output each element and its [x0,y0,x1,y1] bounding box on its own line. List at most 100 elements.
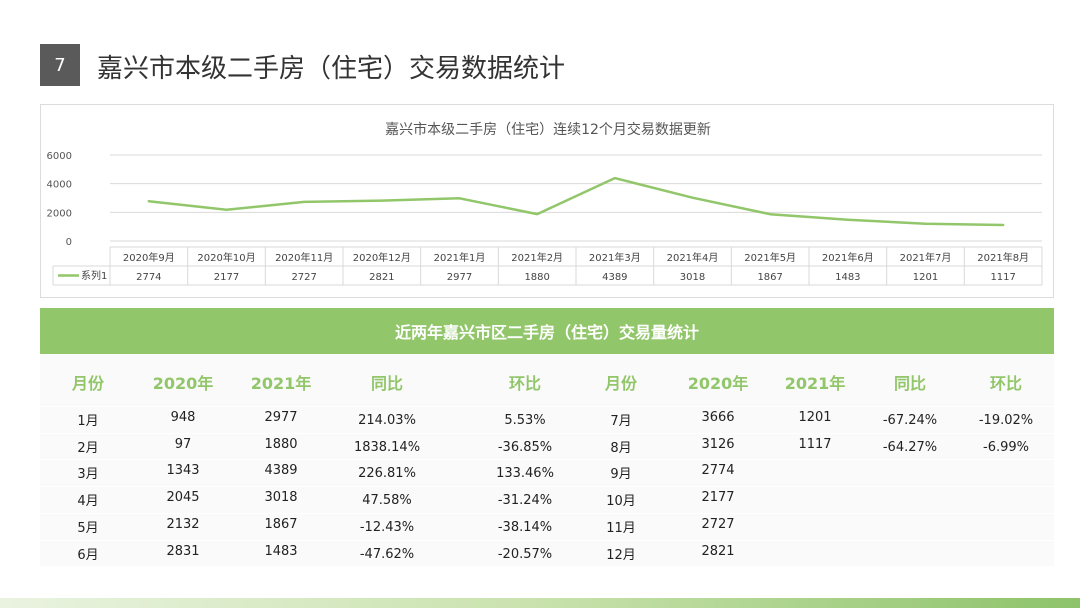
column-header: 2021年 [250,374,312,393]
table-cell: 2月 [77,441,99,456]
x-category-label: 2020年9月 [123,251,175,264]
table-cell: -12.43% [359,520,415,535]
x-category-label: 2021年2月 [511,251,563,264]
table-cell: 133.46% [496,466,554,481]
column-header: 同比 [893,374,926,393]
table-cell: 12月 [606,548,636,563]
x-category-label: 2021年1月 [434,251,486,264]
data-value-label: 2774 [136,272,161,283]
data-value-label: 2177 [214,272,239,283]
table-cell: 1838.14% [353,440,421,455]
table-cell: 4389 [264,463,298,478]
table-cell: 2727 [701,517,735,532]
table-cell: -19.02% [978,413,1034,428]
x-category-label: 2021年4月 [667,251,719,264]
table-cell: -20.57% [497,547,553,562]
column-header: 月份 [71,374,104,393]
table-cell: -31.24% [497,493,553,508]
row-divider [40,540,1054,541]
table-cell: 1117 [798,437,832,452]
table-cell: -47.62% [359,547,415,562]
data-value-label: 1117 [990,272,1015,283]
table-cell: 3018 [264,490,298,505]
x-category-label: 2020年12月 [353,251,411,264]
table-cell: 3666 [701,410,735,425]
column-header: 2021年 [784,374,846,393]
chart-panel: 嘉兴市本级二手房（住宅）连续12个月交易数据更新 6000 4000 2000 0 202… [40,104,1054,298]
data-value-label: 1867 [757,272,782,283]
series-line [147,176,1005,227]
table-cell: 2821 [701,544,735,559]
table-cell: -36.85% [497,440,553,455]
table-cell: 9月 [610,467,632,482]
y-tick-label: 6000 [47,151,72,162]
x-category-label: 2021年6月 [822,251,874,264]
table-cell: 214.03% [358,413,416,428]
data-value-label: 2821 [369,272,394,283]
data-value-label: 4389 [602,272,627,283]
legend-label: 系列1 [81,269,107,282]
table-cell: 2132 [166,517,200,532]
table-cell: 47.58% [362,493,412,508]
x-category-label: 2020年11月 [275,251,333,264]
table-cell: 2774 [701,463,735,478]
table-cell: 226.81% [358,466,416,481]
column-header: 环比 [508,374,541,393]
table-cell: 1月 [77,414,99,429]
table-cell: 1483 [264,544,298,559]
slide-number: 7 [40,44,80,86]
table-cell: 6月 [77,548,99,563]
table-cell: 8月 [610,441,632,456]
row-divider [40,459,1054,460]
bottom-decorative-bar [0,598,1080,608]
y-tick-label: 4000 [47,180,72,191]
row-divider [40,486,1054,487]
table-cell: 5.53% [504,413,546,428]
table-title: 近两年嘉兴市区二手房（住宅）交易量统计 [40,308,1054,354]
column-header: 环比 [989,374,1022,393]
table-cell: 1201 [798,410,832,425]
table-cell: 1867 [264,517,298,532]
row-divider [40,566,1054,567]
table-cell: -64.27% [882,440,938,455]
table-cell: 4月 [77,494,99,509]
row-divider [40,513,1054,514]
table-cell: 2977 [264,410,298,425]
y-tick-label: 0 [66,237,72,248]
table-cell: 97 [174,437,192,452]
table-cell: 3月 [77,467,99,482]
x-category-label: 2021年3月 [589,251,641,264]
table-cell: -67.24% [882,413,938,428]
table-cell: 948 [170,410,196,425]
table-cell: 1880 [264,437,298,452]
data-value-label: 1201 [913,272,938,283]
row-divider [40,433,1054,434]
data-value-label: 3018 [680,272,705,283]
data-value-label: 2977 [447,272,472,283]
row-divider [40,406,1054,407]
data-value-label: 1880 [524,272,549,283]
x-category-label: 2021年5月 [744,251,796,264]
column-header: 2020年 [152,374,214,393]
table-cell: 7月 [610,414,632,429]
column-header: 2020年 [687,374,749,393]
chart-title: 嘉兴市本级二手房（住宅）连续12个月交易数据更新 [385,121,711,138]
table-cell: 2177 [701,490,735,505]
x-category-label: 2020年10月 [197,251,255,264]
column-header: 月份 [604,374,637,393]
table-cell: 2045 [166,490,200,505]
x-category-label: 2021年7月 [900,251,952,264]
x-category-label: 2021年8月 [977,251,1029,264]
table-cell: 1343 [166,463,200,478]
data-value-label: 1483 [835,272,860,283]
y-tick-label: 2000 [47,208,72,219]
table-cell: -38.14% [497,520,553,535]
stats-table: 月份 2020年 2021年 同比 环比 月份 2020年 2021年 同比 环比 1月 948 29… [40,354,1054,567]
table-cell: 3126 [701,437,735,452]
column-header: 同比 [370,374,403,393]
table-cell: 5月 [77,521,99,536]
table-cell: 10月 [606,494,636,509]
page-title: 嘉兴市本级二手房（住宅）交易数据统计 [97,53,566,84]
table-cell: 11月 [606,521,636,536]
table-cell: -6.99% [983,440,1029,455]
